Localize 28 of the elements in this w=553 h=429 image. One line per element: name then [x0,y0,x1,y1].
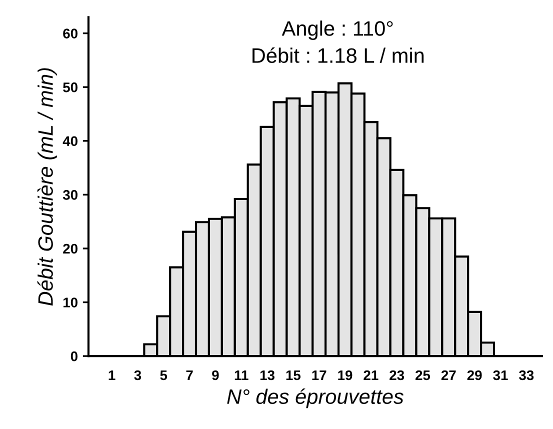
x-tick-label: 21 [364,370,378,380]
y-tick-label: 10 [63,298,78,308]
text: Débit : 1.18 L / min [252,47,424,63]
x-tick-label: 29 [467,370,482,380]
x-tick-label: 27 [441,370,456,380]
x-axis-title: N° des éprouvettes [227,388,404,408]
x-tick-label: 33 [518,370,534,380]
x-tick-label: 13 [260,370,274,380]
x-tick-label: 23 [390,370,404,380]
x-tick-label: 5 [160,370,168,380]
y-tick-label: 60 [63,28,78,38]
x-tick-label: 17 [312,370,326,380]
x-tick-label: 3 [134,370,142,380]
chart-title: Angle : 110° [282,20,393,40]
x-tick-label: 7 [186,370,193,380]
x-tick-label: 25 [416,370,430,380]
y-tick-label: 40 [62,136,78,146]
x-tick-label: 9 [212,370,219,380]
x-tick-label: 15 [286,370,301,380]
y-tick-label: 20 [63,244,78,254]
x-tick-label: 31 [493,370,508,380]
x-tick-label: 1 [108,370,116,380]
y-axis-title: Débit Gouttière (mL / min) [37,68,58,306]
y-tick-label: 0 [70,351,78,362]
x-tick-label: 19 [338,370,352,380]
y-tick-label: 50 [63,82,78,92]
y-tick-label: 30 [62,190,78,200]
x-tick-label: 11 [234,370,248,380]
